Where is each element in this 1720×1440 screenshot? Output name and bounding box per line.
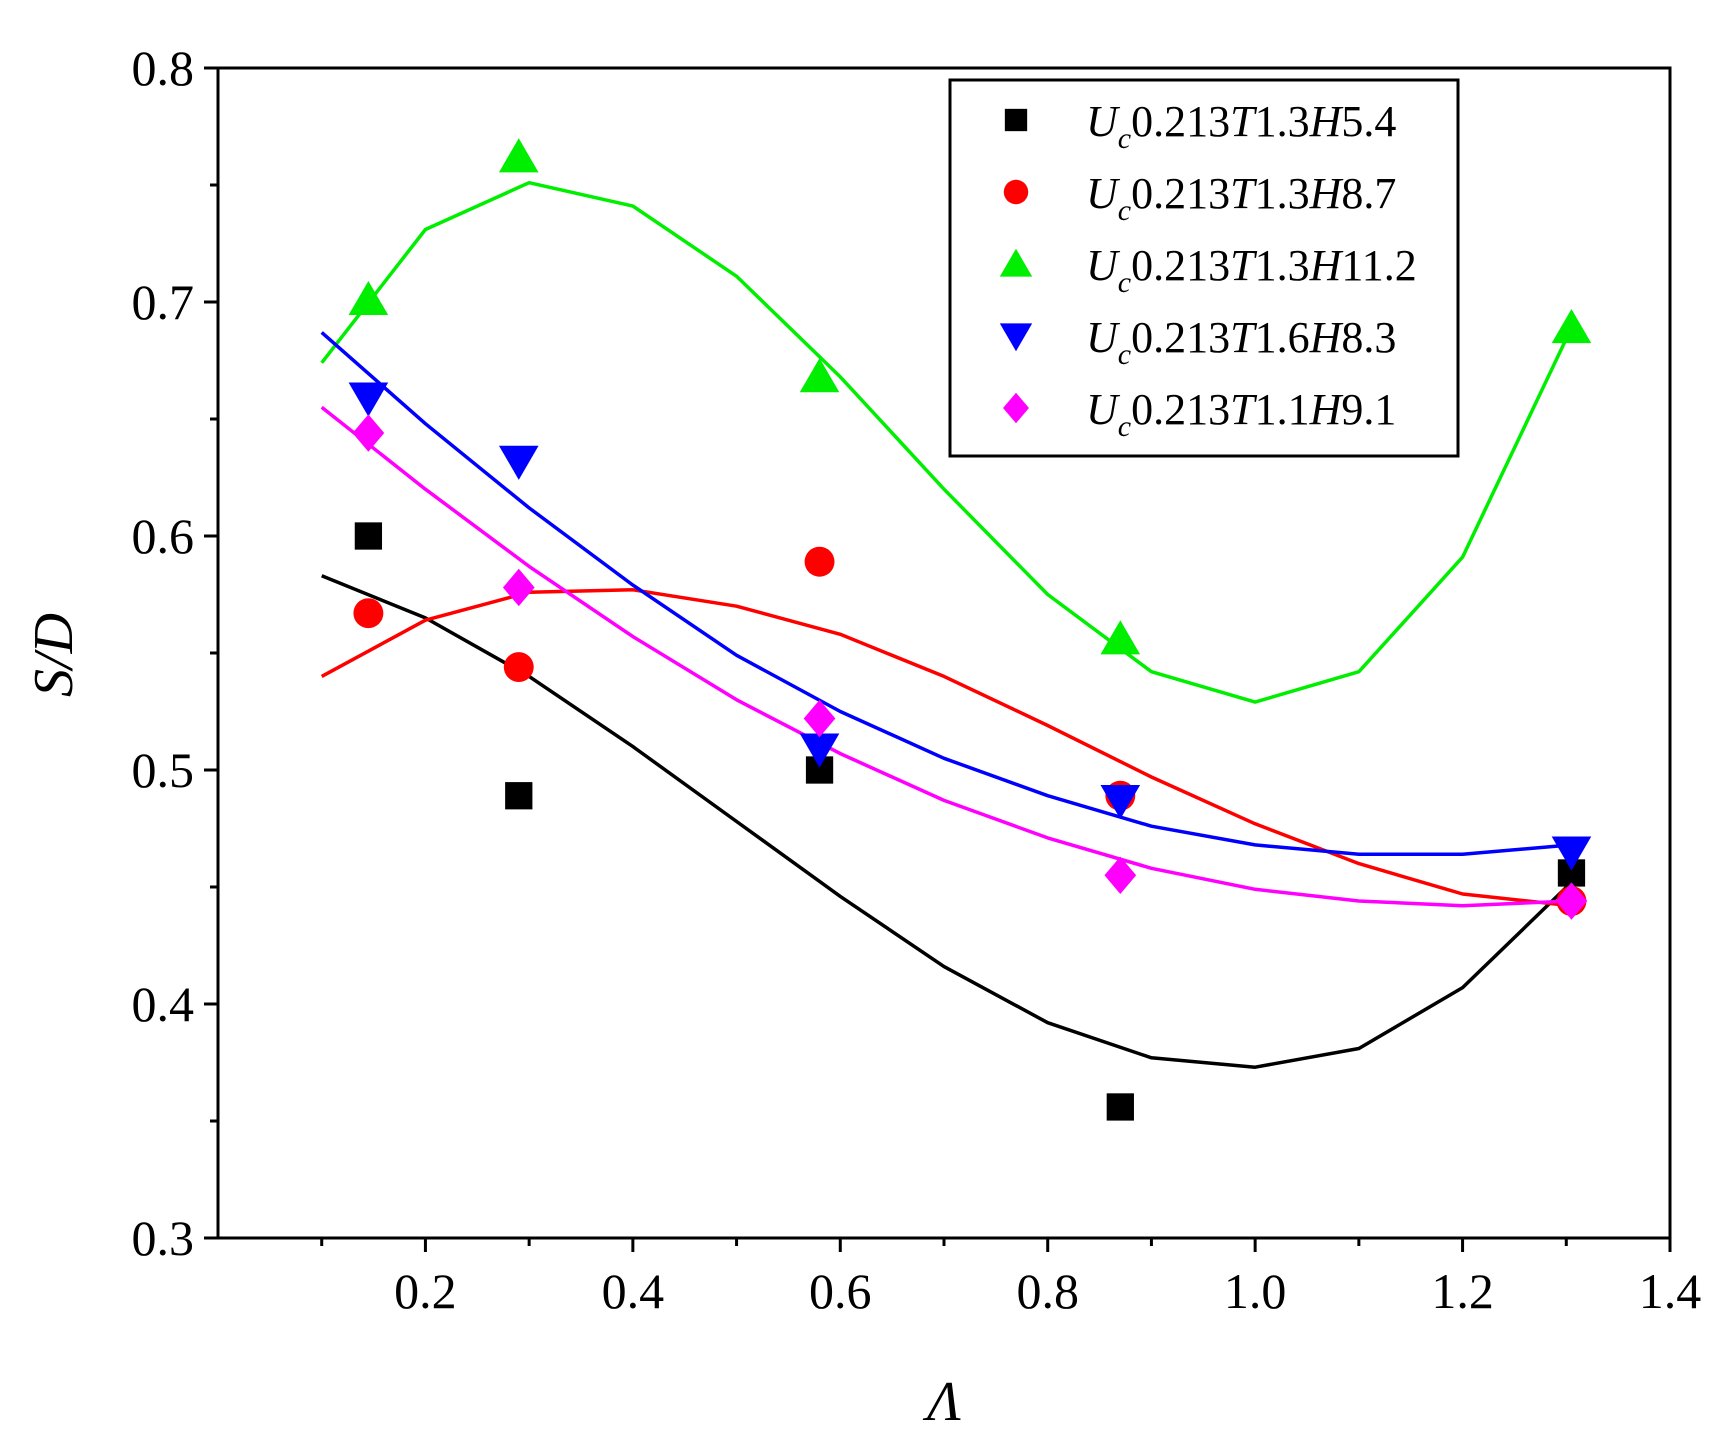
data-point-series-1 (354, 522, 383, 550)
legend-label-4: Uc0.213T1.6H8.3 (1086, 313, 1396, 371)
fit-line-series-2 (320, 588, 1572, 908)
x-tick-label: 1.4 (1639, 1263, 1702, 1319)
legend-label-2: Uc0.213T1.3H8.7 (1086, 169, 1396, 227)
legend-marker-5 (1003, 392, 1029, 424)
legend-label-5: Uc0.213T1.1H9.1 (1086, 385, 1396, 443)
data-point-series-3 (1100, 620, 1141, 655)
legend-marker-1 (1004, 108, 1028, 132)
data-point-series-4 (1551, 836, 1592, 871)
x-axis-title: Λ (922, 1371, 961, 1433)
legend-label-3: Uc0.213T1.3H11.2 (1086, 241, 1417, 299)
x-tick-label: 1.2 (1431, 1263, 1494, 1319)
data-point-series-4 (1100, 785, 1141, 820)
y-axis-title: S/D (23, 613, 85, 697)
x-tick-label: 0.2 (394, 1263, 457, 1319)
fit-line-series-5 (320, 405, 1572, 908)
y-tick-label: 0.3 (132, 1210, 195, 1266)
fit-line-series-4 (320, 331, 1572, 856)
data-point-series-2 (503, 652, 534, 682)
data-point-series-2 (353, 598, 384, 629)
legend-marker-3 (999, 248, 1033, 277)
data-point-series-5 (1555, 882, 1588, 920)
legend-marker-4 (999, 323, 1033, 352)
data-point-series-5 (502, 568, 535, 607)
y-tick-label: 0.7 (132, 274, 195, 330)
data-point-series-3 (799, 358, 840, 393)
y-tick-label: 0.4 (132, 976, 195, 1032)
data-point-series-4 (498, 445, 539, 480)
data-point-series-3 (348, 280, 389, 316)
x-tick-label: 0.4 (602, 1263, 665, 1319)
data-point-series-1 (505, 782, 533, 810)
x-tick-label: 0.8 (1016, 1263, 1079, 1319)
data-point-series-5 (803, 699, 836, 738)
data-point-series-5 (352, 414, 385, 452)
fit-line-series-1 (321, 574, 1573, 1069)
x-tick-label: 1.0 (1224, 1263, 1287, 1319)
y-tick-label: 0.5 (132, 742, 195, 798)
data-point-series-3 (1551, 309, 1592, 344)
fit-line-series-3 (320, 180, 1574, 704)
y-tick-label: 0.6 (132, 508, 195, 564)
legend-marker-2 (1003, 179, 1029, 205)
data-point-series-5 (1104, 856, 1137, 894)
x-tick-label: 0.6 (809, 1263, 872, 1319)
data-point-series-3 (498, 138, 539, 173)
data-point-series-2 (804, 546, 835, 577)
y-tick-label: 0.8 (132, 40, 195, 96)
data-point-series-4 (799, 733, 840, 768)
axis-layer: 0.2 0.4 0.6 0.8 1.0 1.2 1.4 0.3 0.4 0.5 0.6 0.7 0.8 (132, 40, 1702, 1319)
legend: Uc0.213T1.3H5.4 Uc0.213T1.3H8.7 Uc0.213T1.… (948, 78, 1460, 458)
legend-label-1: Uc0.213T1.3H5.4 (1086, 97, 1396, 155)
legend-box (948, 78, 1460, 458)
data-point-series-1 (1106, 1093, 1134, 1121)
marker-layer (348, 138, 1592, 1121)
data-point-series-4 (348, 382, 389, 417)
